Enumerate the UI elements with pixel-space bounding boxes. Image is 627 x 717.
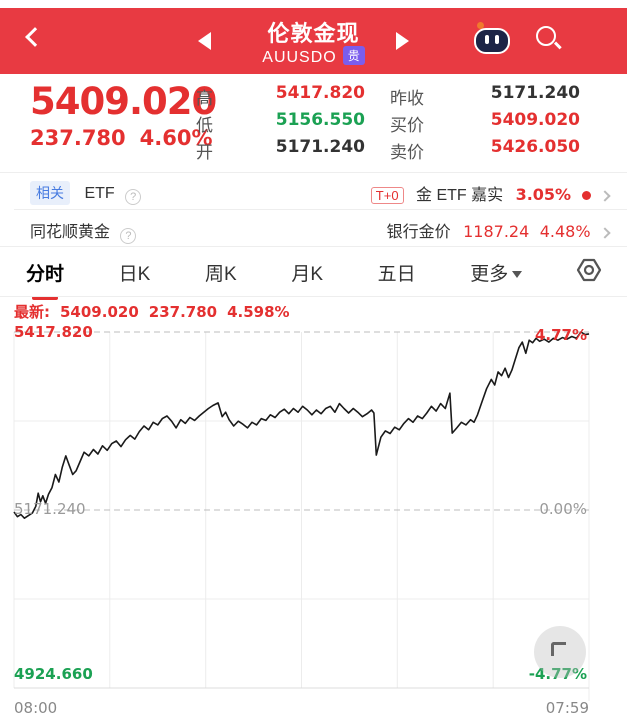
- divider: [14, 209, 627, 210]
- bank-gold-pct: 4.48%: [539, 222, 591, 241]
- latest-readout: 最新: 5409.020 237.780 4.598%: [14, 303, 290, 321]
- landscape-rotate-button[interactable]: [534, 626, 586, 678]
- stat-label-bid: 买价: [390, 116, 424, 135]
- tab-more[interactable]: 更多: [468, 253, 524, 292]
- instrument-code: AUUSDO 贵: [0, 46, 627, 67]
- related-etf-row[interactable]: 相关 ETF ? T+0 金 ETF 嘉实 3.05%: [0, 173, 627, 209]
- time-start: 08:00: [14, 699, 58, 717]
- tab-minute[interactable]: 分时: [24, 253, 66, 292]
- stat-value-prevclose: 5171.240: [490, 83, 580, 103]
- chart-settings-icon[interactable]: [575, 256, 603, 289]
- page-title: 伦敦金现: [267, 21, 360, 46]
- prev-instrument-icon[interactable]: [198, 32, 211, 50]
- stat-value-open: 5171.240: [275, 137, 365, 157]
- axis-label-high-price: 5417.820: [14, 323, 93, 341]
- rotate-icon: [551, 642, 566, 656]
- tab-daily-k[interactable]: 日K: [118, 263, 151, 285]
- header-bar: 伦敦金现 AUUSDO 贵: [0, 8, 627, 74]
- related-badge: 相关: [30, 181, 70, 205]
- chevron-right-icon: [599, 227, 611, 239]
- gold-badge: 贵: [342, 46, 365, 65]
- axis-label-low-pct: -4.77%: [528, 665, 587, 683]
- dropdown-arrow-icon: [512, 270, 523, 278]
- last-price: 5409.020: [30, 80, 217, 123]
- axis-label-low-price: 4924.660: [14, 665, 93, 683]
- alert-dot-icon: [581, 191, 591, 200]
- assistant-robot-icon[interactable]: [474, 22, 510, 54]
- divider: [0, 172, 627, 173]
- divider: [0, 296, 627, 297]
- divider: [0, 246, 627, 247]
- ths-gold-row[interactable]: 同花顺黄金 ? 银行金价 1187.24 4.48%: [0, 210, 627, 246]
- help-icon[interactable]: ?: [125, 189, 142, 205]
- time-end: 07:59: [545, 699, 589, 717]
- bank-gold-label: 银行金价: [386, 224, 451, 241]
- axis-label-high-pct: 4.77%: [534, 326, 587, 344]
- stat-label-low: 低: [196, 116, 213, 135]
- stat-label-ask: 卖价: [390, 143, 424, 162]
- etf-pct: 3.05%: [515, 185, 572, 204]
- axis-label-prevclose: 5171.240: [14, 500, 86, 518]
- related-label: ETF: [84, 185, 115, 202]
- tab-five-day[interactable]: 五日: [377, 263, 416, 285]
- stat-value-low: 5156.550: [275, 110, 365, 130]
- price-line: [13, 331, 590, 519]
- quote-panel: 5409.020 237.780 4.60% 高 5417.820 低 5156.…: [0, 74, 627, 170]
- t0-tag: T+0: [370, 187, 404, 204]
- ths-gold-label: 同花顺黄金: [30, 224, 111, 241]
- stat-value-bid: 5409.020: [490, 110, 580, 130]
- stat-value-ask: 5426.050: [490, 137, 580, 157]
- stat-label-open: 开: [196, 143, 213, 162]
- etf-name: 金 ETF 嘉实: [416, 187, 504, 204]
- chart-canvas: [13, 331, 590, 701]
- price-change: 237.780 4.60%: [30, 126, 213, 150]
- help-icon[interactable]: ?: [120, 228, 137, 244]
- chevron-right-icon: [599, 190, 611, 202]
- chart-tab-bar: 分时 日K 周K 月K 五日 更多: [0, 248, 627, 296]
- tab-monthly-k[interactable]: 月K: [291, 263, 323, 285]
- search-icon[interactable]: [536, 26, 562, 52]
- stat-value-high: 5417.820: [275, 83, 365, 103]
- stat-label-high: 高: [196, 89, 213, 108]
- stat-label-prevclose: 昨收: [390, 89, 424, 108]
- minute-chart[interactable]: 5417.820 4.77% 5171.240 0.00% 4924.660 -…: [0, 318, 627, 701]
- bank-gold-price: 1187.24: [463, 222, 530, 241]
- next-instrument-icon[interactable]: [396, 32, 409, 50]
- axis-label-zero-pct: 0.00%: [539, 500, 587, 518]
- tab-weekly-k[interactable]: 周K: [204, 263, 237, 285]
